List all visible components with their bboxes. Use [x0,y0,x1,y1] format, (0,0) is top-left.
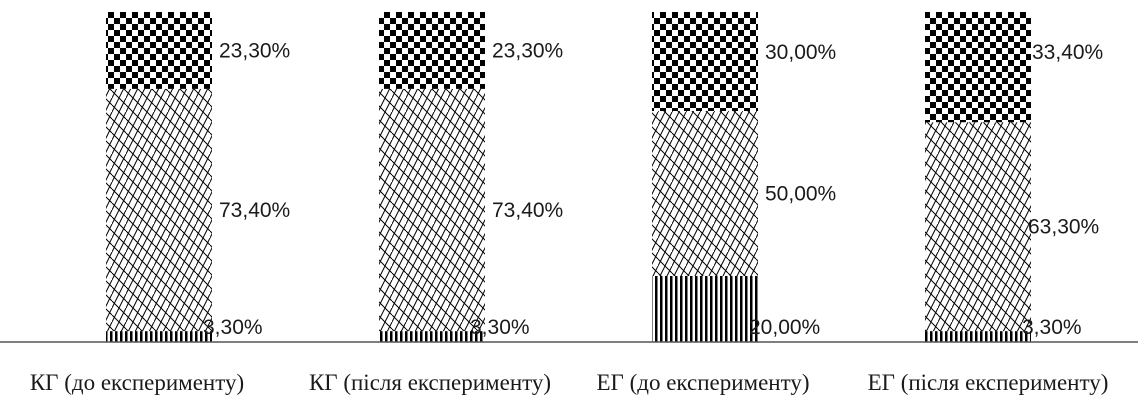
data-label-4-2: 63,30% [1028,216,1099,239]
bars-layer [106,12,1031,342]
category-label-3: ЕГ (до експерименту) [596,370,809,395]
category-label-1: КГ (до експерименту) [30,370,244,395]
bar-segment-3-2 [652,111,758,276]
data-label-3-1: 20,00% [749,316,820,339]
bar-segment-2-3 [379,12,485,89]
data-label-1-1: 3,30% [203,316,263,339]
bar-segment-1-2 [106,88,212,332]
data-label-4-1: 3,30% [1022,316,1082,339]
bar-segment-4-3 [925,12,1031,123]
bar-segment-2-1 [379,331,485,342]
data-label-1-3: 23,30% [219,39,290,62]
data-label-2-2: 73,40% [492,199,563,222]
data-label-3-2: 50,00% [765,183,836,206]
category-label-2: КГ (після експерименту) [309,370,551,395]
data-label-1-2: 73,40% [219,199,290,222]
category-label-4: ЕГ (після експерименту) [868,370,1109,395]
data-label-3-3: 30,00% [765,41,836,64]
bar-segment-1-3 [106,12,212,89]
bar-segment-3-1 [652,276,758,342]
data-label-2-1: 3,30% [470,316,530,339]
bar-segment-4-1 [925,331,1031,342]
bar-segment-1-1 [106,331,212,342]
data-labels-layer: 3,30% 73,40% 23,30% 3,30% 73,40% 23,30% 20,00%… [203,39,1103,339]
data-label-2-3: 23,30% [492,39,563,62]
bar-segment-3-3 [652,12,758,111]
bar-segment-4-2 [925,122,1031,332]
category-labels-layer: КГ (до експерименту) КГ (після експеримен… [30,370,1109,395]
data-label-4-3: 33,40% [1032,41,1103,64]
bar-segment-2-2 [379,88,485,332]
